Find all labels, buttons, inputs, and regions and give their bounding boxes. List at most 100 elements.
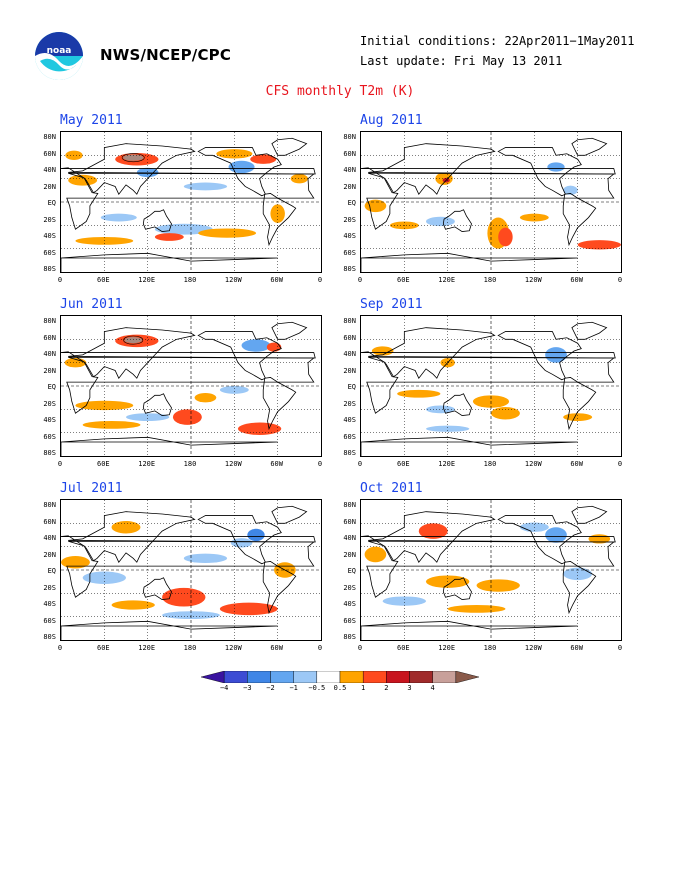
coastline <box>61 436 278 456</box>
lat-tick-label: EQ <box>47 199 56 207</box>
lat-tick-label: 80N <box>43 317 56 325</box>
lon-tick-label: 120E <box>138 644 156 652</box>
lat-tick-label: 80S <box>43 265 56 273</box>
anomaly-shading <box>577 240 621 250</box>
lat-tick-label: 40N <box>43 534 56 542</box>
coastline <box>66 540 315 598</box>
lon-tick-label: 0 <box>57 644 63 652</box>
lat-tick-label: 60S <box>43 248 56 257</box>
anomaly-shading <box>563 413 593 421</box>
coastline <box>442 209 472 232</box>
anomaly-shading <box>100 213 137 222</box>
panel-jul: Jul 2011 80N 60N 40N 20N EQ 20S 40S 60S 80S 0 60E 1… <box>43 481 322 652</box>
anomaly-shading <box>228 160 255 174</box>
coastline <box>361 620 578 640</box>
coastline <box>142 209 172 232</box>
lon-tick-label: 60E <box>97 276 110 284</box>
anomaly-shading <box>426 405 455 414</box>
coastline <box>262 561 297 615</box>
lat-tick-label: EQ <box>47 567 56 575</box>
lat-tick-label: 40S <box>343 416 356 424</box>
anomaly-shading <box>198 228 256 238</box>
anomaly-shading <box>123 154 144 161</box>
coastline <box>61 327 316 379</box>
lat-tick-label: 40S <box>43 600 56 608</box>
lat-tick-label: 40S <box>43 232 56 240</box>
lat-tick-label: 20S <box>43 215 56 224</box>
panel-title: Sep 2011 <box>360 297 423 312</box>
lat-tick-label: 40S <box>343 232 356 240</box>
colorbar-label: 4 <box>430 684 435 692</box>
coastline <box>271 137 308 156</box>
panel-title: Jun 2011 <box>60 297 123 312</box>
anomaly-shading <box>371 346 394 356</box>
lat-tick-label: 40N <box>343 166 356 174</box>
anomaly-contour <box>123 335 144 345</box>
lon-tick-label: 60E <box>97 460 110 468</box>
lat-tick-label: 60N <box>43 333 56 342</box>
lon-tick-label: 0 <box>57 276 63 284</box>
panel-jun: Jun 2011 80N 60N 40N 20N EQ 20S 40S 60S 80S 0 60E 1… <box>43 297 322 468</box>
lat-tick-label: 20S <box>343 215 356 224</box>
anomaly-shading <box>111 600 155 610</box>
colorbar-label: 2 <box>384 684 389 692</box>
figure-title: CFS monthly T2m (K) <box>265 84 415 99</box>
lon-tick-label: 60W <box>270 276 283 284</box>
lon-tick-label: 180 <box>483 276 497 284</box>
lat-tick-label: 60S <box>343 248 356 257</box>
anomaly-shading <box>250 154 277 164</box>
coastline <box>262 193 297 247</box>
anomaly-shading <box>230 538 253 548</box>
lon-tick-label: 60E <box>397 276 410 284</box>
lat-tick-label: 60S <box>43 432 56 441</box>
coastline <box>361 252 578 272</box>
colorbar-swatch <box>293 671 318 683</box>
coastline <box>66 172 315 230</box>
lat-tick-label: 80N <box>43 501 56 509</box>
anomaly-shading <box>476 579 520 592</box>
colorbar-label: −0.5 <box>308 684 326 692</box>
lon-tick-label: 60W <box>570 644 583 652</box>
lat-tick-label: 20N <box>43 550 56 559</box>
lon-tick-label: 60E <box>397 460 410 468</box>
lon-tick-label: 0 <box>617 276 623 284</box>
anomaly-shading <box>498 227 513 247</box>
coastline <box>361 327 616 379</box>
coastline <box>562 193 597 247</box>
coastline <box>361 511 616 563</box>
lat-tick-label: 20N <box>343 182 356 191</box>
lat-tick-label: 60N <box>43 517 56 526</box>
lat-tick-label: EQ <box>347 567 356 575</box>
panel-title: Jul 2011 <box>60 481 123 496</box>
colorbar-swatch <box>455 671 479 683</box>
lat-tick-label: 20S <box>343 583 356 592</box>
lat-tick-label: 40N <box>343 350 356 358</box>
coastline <box>61 511 316 563</box>
colorbar-label: 0.5 <box>333 684 347 692</box>
anomaly-shading <box>75 400 134 411</box>
lat-tick-label: 60S <box>343 432 356 441</box>
colorbar-label: −2 <box>266 684 275 692</box>
anomaly-shading <box>547 162 565 172</box>
colorbar-label: 3 <box>407 684 412 692</box>
lon-tick-label: 60E <box>397 644 410 652</box>
coastline <box>142 393 172 416</box>
initial-conditions: Initial conditions: 22Apr2011−1May2011 <box>360 34 635 48</box>
lat-tick-label: 20N <box>43 182 56 191</box>
lon-tick-label: 0 <box>617 460 623 468</box>
panel-title: Oct 2011 <box>360 481 423 496</box>
lon-tick-label: 120W <box>224 276 242 284</box>
lon-tick-label: 0 <box>357 644 363 652</box>
lat-tick-label: 40N <box>43 166 56 174</box>
coastline <box>142 577 172 600</box>
lat-tick-label: 80N <box>343 501 356 509</box>
anomaly-shading <box>545 347 567 363</box>
lon-tick-label: 120E <box>138 276 156 284</box>
lon-tick-label: 60E <box>97 644 110 652</box>
lat-tick-label: 20N <box>343 366 356 375</box>
anomaly-shading <box>426 216 455 227</box>
colorbar-swatch <box>316 671 341 683</box>
colorbar-swatch <box>270 671 294 683</box>
coastline <box>262 377 297 431</box>
anomaly-shading <box>65 150 83 160</box>
